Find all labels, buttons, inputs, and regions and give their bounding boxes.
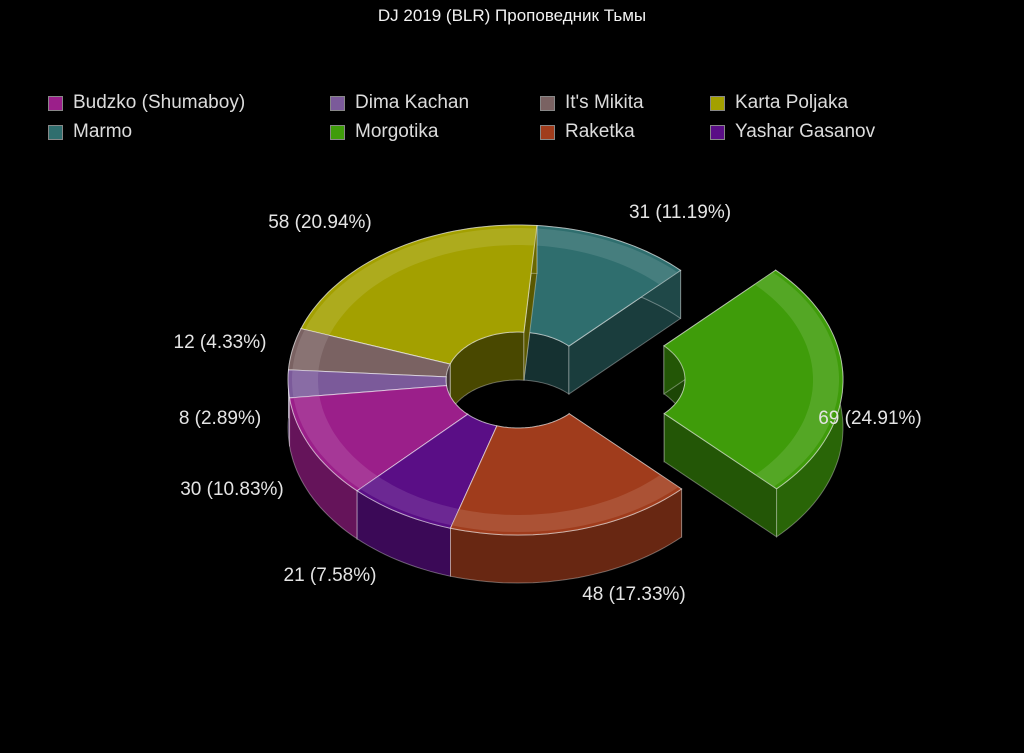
slice-raketka <box>449 412 683 584</box>
slice-top-face <box>523 224 682 347</box>
legend-swatch <box>330 95 345 111</box>
slice-highlight <box>292 370 320 398</box>
slice-top-face <box>287 369 448 399</box>
legend-swatch <box>330 124 345 140</box>
legend-label: Marmo <box>73 121 133 142</box>
legend-swatch <box>540 124 555 140</box>
slice-top-face <box>356 413 498 529</box>
legend-item-morgotika: Morgotika <box>330 121 438 143</box>
chart-title: DJ 2019 (BLR) Проповедник Тьмы <box>377 6 647 25</box>
slice-top-face <box>289 385 469 492</box>
legend-label: Karta Poljaka <box>735 92 849 113</box>
slice-highlight <box>754 272 839 487</box>
legend-item-budzko-shumaboy: Budzko (Shumaboy) <box>48 92 245 114</box>
slice-highlight <box>304 228 537 336</box>
slice-highlight <box>451 474 679 532</box>
slice-highlight <box>292 329 330 372</box>
legend-swatch <box>48 95 63 111</box>
slice-top-face <box>662 269 844 490</box>
legend-swatch <box>48 124 63 140</box>
legend-item-karta-poljaka: Karta Poljaka <box>710 92 848 114</box>
value-label-marmo: 31 (11.19%) <box>629 202 731 223</box>
value-label-dima-kachan: 8 (2.89%) <box>179 408 261 429</box>
slice-top-face <box>449 413 683 536</box>
legend-label: Raketka <box>565 121 635 142</box>
legend-item-raketka: Raketka <box>540 121 635 143</box>
value-label-yashar-gasanov: 21 (7.58%) <box>284 565 377 586</box>
legend-item-yashar-gasanov: Yashar Gasanov <box>710 121 875 143</box>
legend-swatch <box>710 95 725 111</box>
legend-item-dima-kachan: Dima Kachan <box>330 92 469 114</box>
legend-item-marmo: Marmo <box>48 121 132 143</box>
legend-swatch <box>540 95 555 111</box>
slice-marmo <box>523 224 682 396</box>
value-label-raketka: 48 (17.33%) <box>582 584 686 605</box>
legend-label: Morgotika <box>355 121 439 142</box>
legend-label: It's Mikita <box>565 92 644 113</box>
slice-morgotika <box>662 269 844 538</box>
slice-highlight <box>293 395 379 489</box>
legend-label: Budzko (Shumaboy) <box>73 92 246 113</box>
slice-highlight <box>360 476 460 526</box>
value-label-karta-poljaka: 58 (20.94%) <box>268 212 372 233</box>
legend-item-it-s-mikita: It's Mikita <box>540 92 644 114</box>
legend-swatch <box>710 124 725 140</box>
slice-top-face <box>287 328 451 378</box>
legend-label: Dima Kachan <box>355 92 470 113</box>
legend-label: Yashar Gasanov <box>735 121 876 142</box>
slice-top-face <box>300 224 538 365</box>
value-label-it-s-mikita: 12 (4.33%) <box>174 332 267 353</box>
value-label-morgotika: 69 (24.91%) <box>818 408 922 429</box>
slice-highlight <box>534 228 678 285</box>
value-label-budzko-shumaboy: 30 (10.83%) <box>180 479 284 500</box>
